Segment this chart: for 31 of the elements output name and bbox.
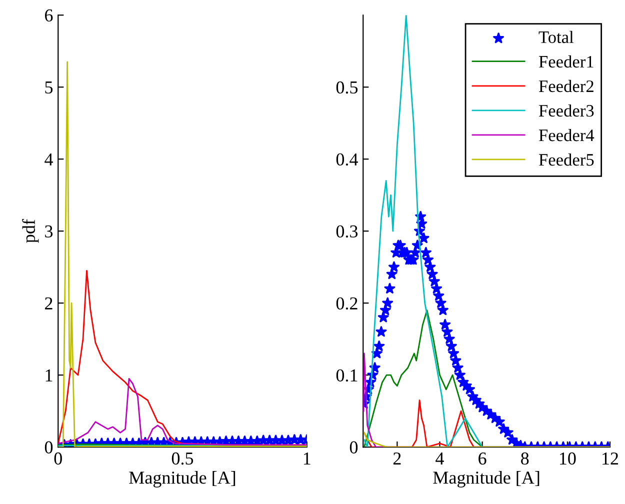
y-tick-label: 2 [45,297,52,310]
y-tick-label: 6 [45,9,53,22]
y-tick-label: 4 [44,153,53,166]
y-axis-title: pdf [22,219,39,243]
y-tick-label: 0 [44,441,53,454]
y-tick-label: 0.5 [336,81,358,94]
legend-label: Feeder2 [538,80,594,92]
legend-label: Feeder4 [538,128,594,142]
x-tick-label: 10 [560,452,576,465]
x-tick-label: 0.5 [172,452,194,465]
x-tick-label: 8 [521,452,529,465]
y-tick-label: 0.2 [336,297,358,310]
x-tick-label: 4 [436,452,444,464]
x-tick-label: 2 [393,452,401,464]
x-axis-title: Magnitude [A] [129,471,236,488]
y-tick-label: 1 [46,369,52,382]
y-tick-label: 0 [350,441,358,454]
x-axis-title: Magnitude [A] [433,471,540,488]
legend-label: Feeder5 [538,154,594,166]
legend-label: Total [538,30,574,44]
x-tick-label: 1 [304,452,310,464]
legend-label: Feeder1 [538,55,594,68]
y-tick-label: 0.3 [336,225,358,238]
x-tick-label: 12 [602,452,618,464]
y-tick-label: 0.4 [336,153,358,166]
legend-label: Feeder3 [538,104,594,117]
x-tick-label: 6 [478,452,486,465]
y-tick-label: 0.1 [336,369,358,382]
y-tick-label: 3 [45,225,53,238]
x-tick-label: 0 [54,452,62,465]
y-tick-label: 5 [45,82,53,94]
